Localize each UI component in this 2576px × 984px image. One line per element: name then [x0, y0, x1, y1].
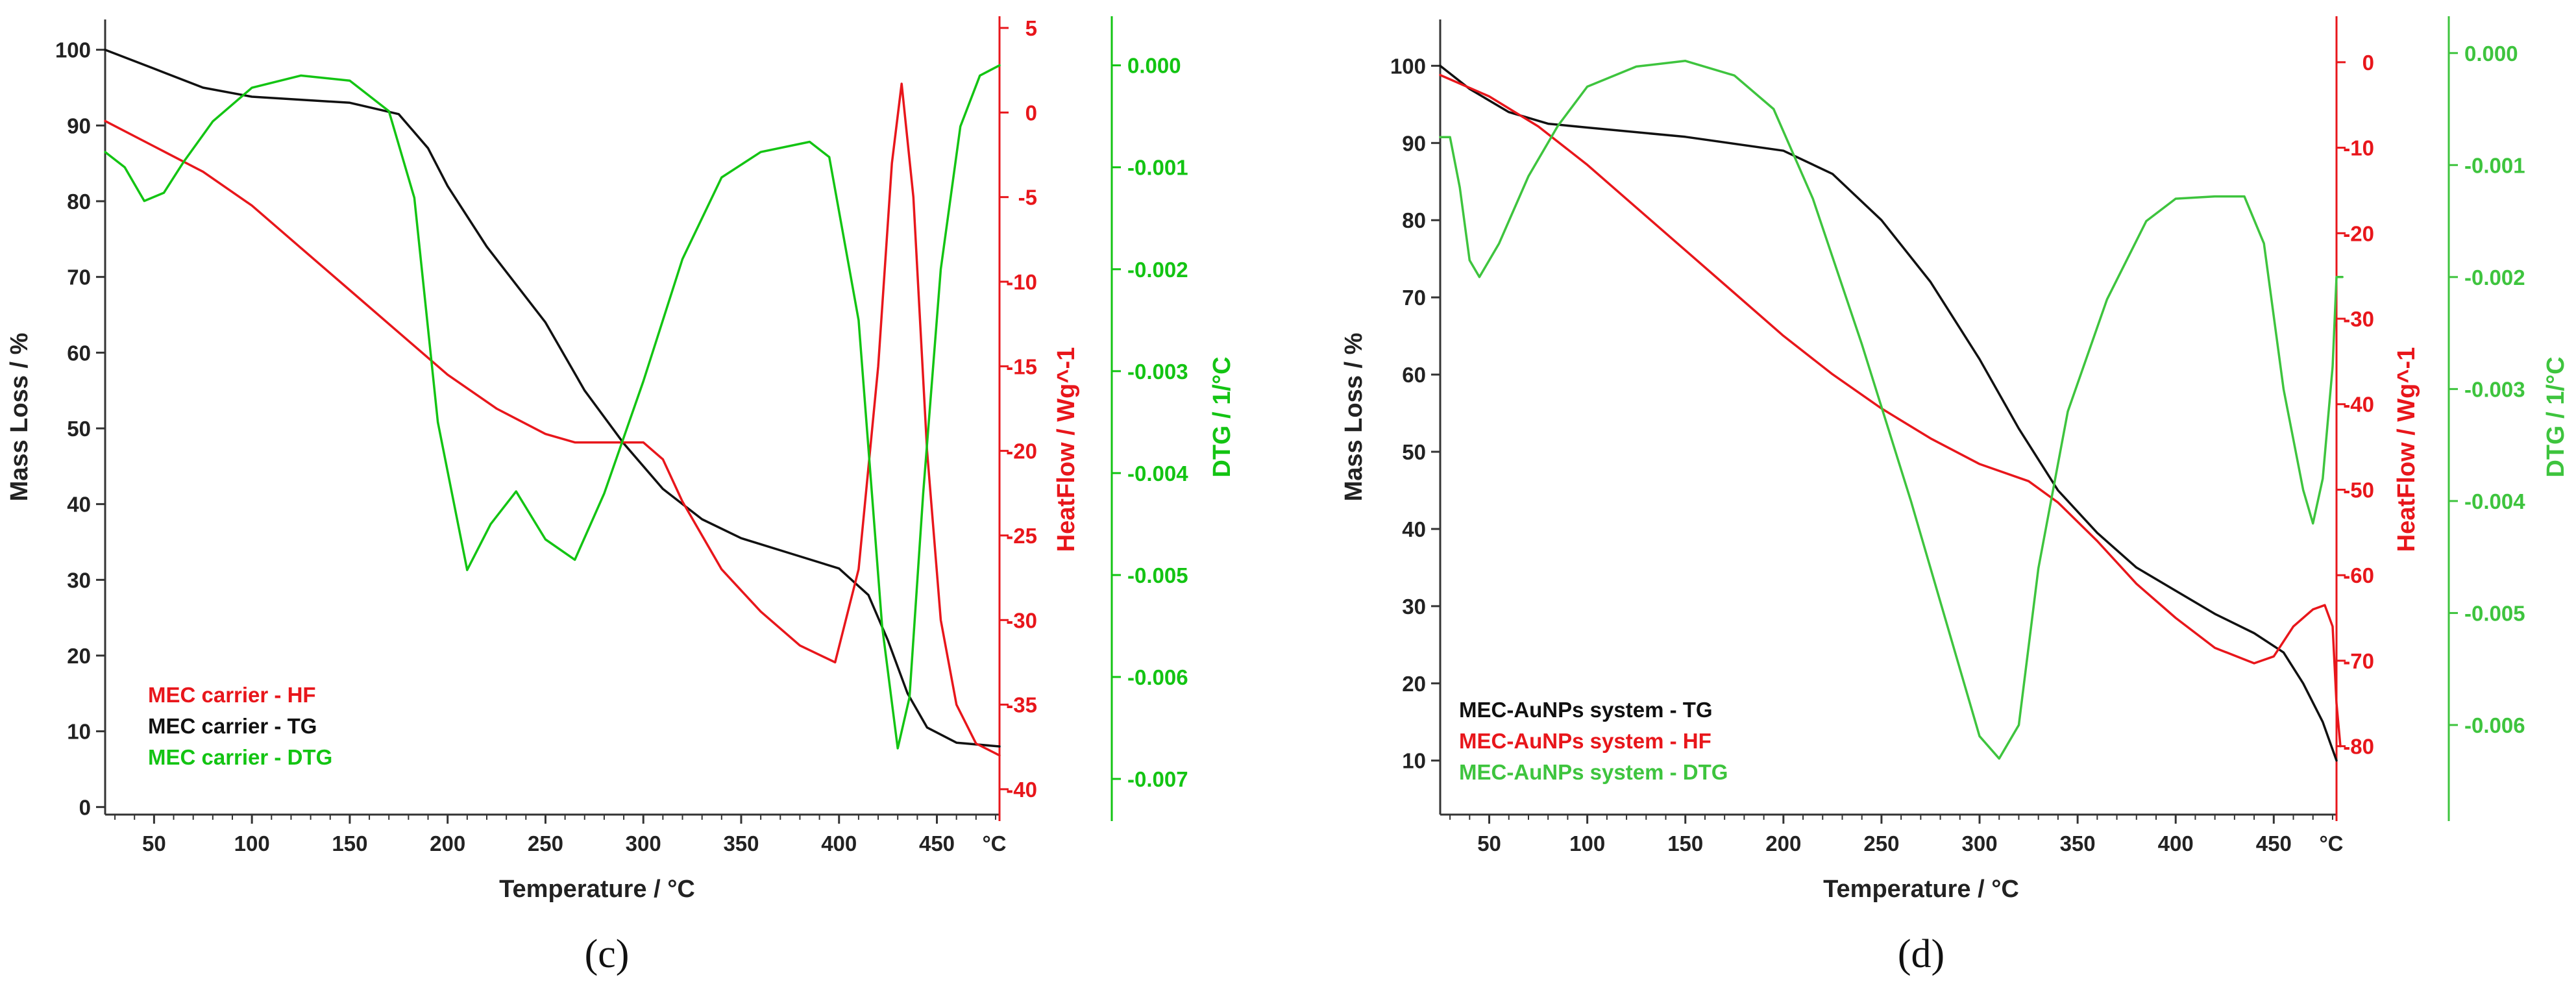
panel-d: 50 100 150 200 250 300 350 400 450 °C 10 20 30 40 50 60…	[1340, 16, 2570, 976]
y-dtg-axis-title: DTG / 1/°C	[1208, 356, 1236, 477]
x-tick-label: 200	[1765, 831, 1801, 855]
y-heatflow-tick-label: 0	[1025, 101, 1037, 125]
y-heatflow-tick-label: -5	[1018, 186, 1037, 210]
y-heatflow-tick-label: -20	[1006, 439, 1037, 463]
y-heatflow-tick-label: -30	[2343, 307, 2374, 331]
y-left-tick-label: 0	[79, 795, 91, 819]
y-left-tick-label: 60	[1402, 363, 1426, 387]
x-tick-label: 400	[821, 831, 857, 855]
x-tick-label: 350	[2060, 831, 2096, 855]
panel-c: 50 100 150 200 250 300 350 400 450 °C010203040506…	[6, 16, 1236, 976]
x-tick-label: 450	[2256, 831, 2292, 855]
x-tick-label: 100	[1569, 831, 1605, 855]
series-line-mec-aunps-system-tg	[1439, 64, 2338, 762]
legend-entry: MEC-AuNPs system - TG	[1459, 698, 1713, 722]
y-left-tick-label: 30	[1402, 595, 1426, 619]
x-tick-label: 150	[332, 831, 367, 855]
y-heatflow-tick-label: -25	[1006, 524, 1037, 548]
x-tick-label: 250	[528, 831, 563, 855]
y-heatflow-tick-label: -50	[2343, 478, 2374, 502]
y-left-tick-label: 80	[67, 190, 91, 214]
x-axis-title: Temperature / °C	[1823, 876, 2019, 903]
x-tick-label: 150	[1667, 831, 1703, 855]
series-line-mec-carrier-hf	[104, 82, 1001, 757]
series-line-mec-aunps-system-dtg	[1439, 60, 2344, 760]
y-left-axis-title: Mass Loss / %	[6, 333, 33, 502]
y-dtg-tick-label: -0.004	[2464, 489, 2525, 513]
y-heatflow-axis-title: HeatFlow / Wg^-1	[2393, 347, 2420, 552]
x-tick-label: 200	[430, 831, 465, 855]
x-axis-title: Temperature / °C	[499, 876, 695, 903]
y-heatflow-tick-label: 5	[1025, 16, 1037, 40]
y-heatflow-tick-label: -20	[2343, 221, 2374, 245]
y-left-tick-label: 100	[55, 38, 91, 62]
y-dtg-tick-label: -0.005	[2464, 601, 2525, 625]
y-heatflow-tick-label: -15	[1006, 354, 1037, 378]
y-heatflow-tick-label: -10	[2343, 136, 2374, 160]
y-dtg-tick-label: -0.003	[1127, 360, 1188, 384]
x-tick-label: 300	[626, 831, 661, 855]
y-heatflow-axis-title: HeatFlow / Wg^-1	[1053, 347, 1080, 552]
x-tick-label: 350	[723, 831, 759, 855]
y-heatflow-tick-label: -10	[1006, 270, 1037, 294]
x-tick-label: 450	[919, 831, 955, 855]
y-left-tick-label: 100	[1390, 54, 1426, 78]
y-dtg-tick-label: -0.005	[1127, 563, 1188, 587]
y-heatflow-tick-label: -30	[1006, 608, 1037, 632]
panel-label: (d)	[1898, 932, 1944, 976]
y-dtg-tick-label: -0.006	[1127, 665, 1188, 689]
legend-entry: MEC-AuNPs system - HF	[1459, 729, 1711, 753]
y-left-tick-label: 50	[1402, 440, 1426, 464]
y-left-tick-label: 50	[67, 417, 91, 441]
y-left-tick-label: 30	[67, 568, 91, 592]
y-left-tick-label: 10	[1402, 749, 1426, 773]
y-left-tick-label: 90	[67, 114, 91, 138]
y-dtg-tick-label: -0.001	[1127, 156, 1188, 180]
y-left-axis-title: Mass Loss / %	[1340, 333, 1368, 502]
y-heatflow-tick-label: -80	[2343, 735, 2374, 759]
y-heatflow-tick-label: 0	[2362, 51, 2374, 75]
y-left-tick-label: 70	[1402, 286, 1426, 310]
legend-entry: MEC carrier - HF	[148, 683, 316, 707]
y-dtg-tick-label: -0.002	[1127, 258, 1188, 282]
x-tick-label: 100	[234, 831, 270, 855]
y-dtg-tick-label: 0.000	[1127, 54, 1181, 78]
y-left-tick-label: 40	[1402, 517, 1426, 541]
y-dtg-axis-title: DTG / 1/°C	[2542, 356, 2570, 477]
y-dtg-tick-label: -0.007	[1127, 767, 1188, 791]
legend-entry: MEC carrier - DTG	[148, 745, 332, 769]
y-left-tick-label: 40	[67, 493, 91, 517]
y-left-tick-label: 20	[67, 644, 91, 668]
y-heatflow-tick-label: -70	[2343, 649, 2374, 673]
panel-label: (c)	[585, 932, 630, 976]
y-dtg-tick-label: -0.004	[1127, 461, 1188, 486]
y-left-tick-label: 20	[1402, 672, 1426, 696]
y-dtg-tick-label: 0.000	[2464, 42, 2518, 66]
y-left-tick-label: 60	[67, 341, 91, 365]
y-heatflow-tick-label: -35	[1006, 693, 1037, 717]
legend-entry: MEC-AuNPs system - DTG	[1459, 760, 1728, 784]
y-left-tick-label: 80	[1402, 208, 1426, 232]
y-heatflow-tick-label: -60	[2343, 563, 2374, 587]
legend-entry: MEC carrier - TG	[148, 714, 317, 738]
y-left-tick-label: 70	[67, 265, 91, 289]
series-line-mec-aunps-system-hf	[1439, 73, 2342, 748]
y-dtg-tick-label: -0.001	[2464, 153, 2525, 177]
x-unit-label: °C	[982, 831, 1006, 855]
x-tick-label: 250	[1863, 831, 1899, 855]
x-tick-label: 400	[2158, 831, 2194, 855]
y-heatflow-tick-label: -40	[1006, 778, 1037, 802]
y-dtg-tick-label: -0.003	[2464, 377, 2525, 401]
x-unit-label: °C	[2319, 831, 2343, 855]
x-tick-label: 50	[1477, 831, 1501, 855]
y-heatflow-tick-label: -40	[2343, 393, 2374, 417]
y-dtg-tick-label: -0.006	[2464, 713, 2525, 737]
y-left-tick-label: 90	[1402, 131, 1426, 155]
series-line-mec-carrier-dtg	[104, 64, 1001, 750]
y-dtg-tick-label: -0.002	[2464, 265, 2525, 289]
y-left-tick-label: 10	[67, 720, 91, 744]
x-tick-label: 50	[142, 831, 166, 855]
x-tick-label: 300	[1961, 831, 1997, 855]
